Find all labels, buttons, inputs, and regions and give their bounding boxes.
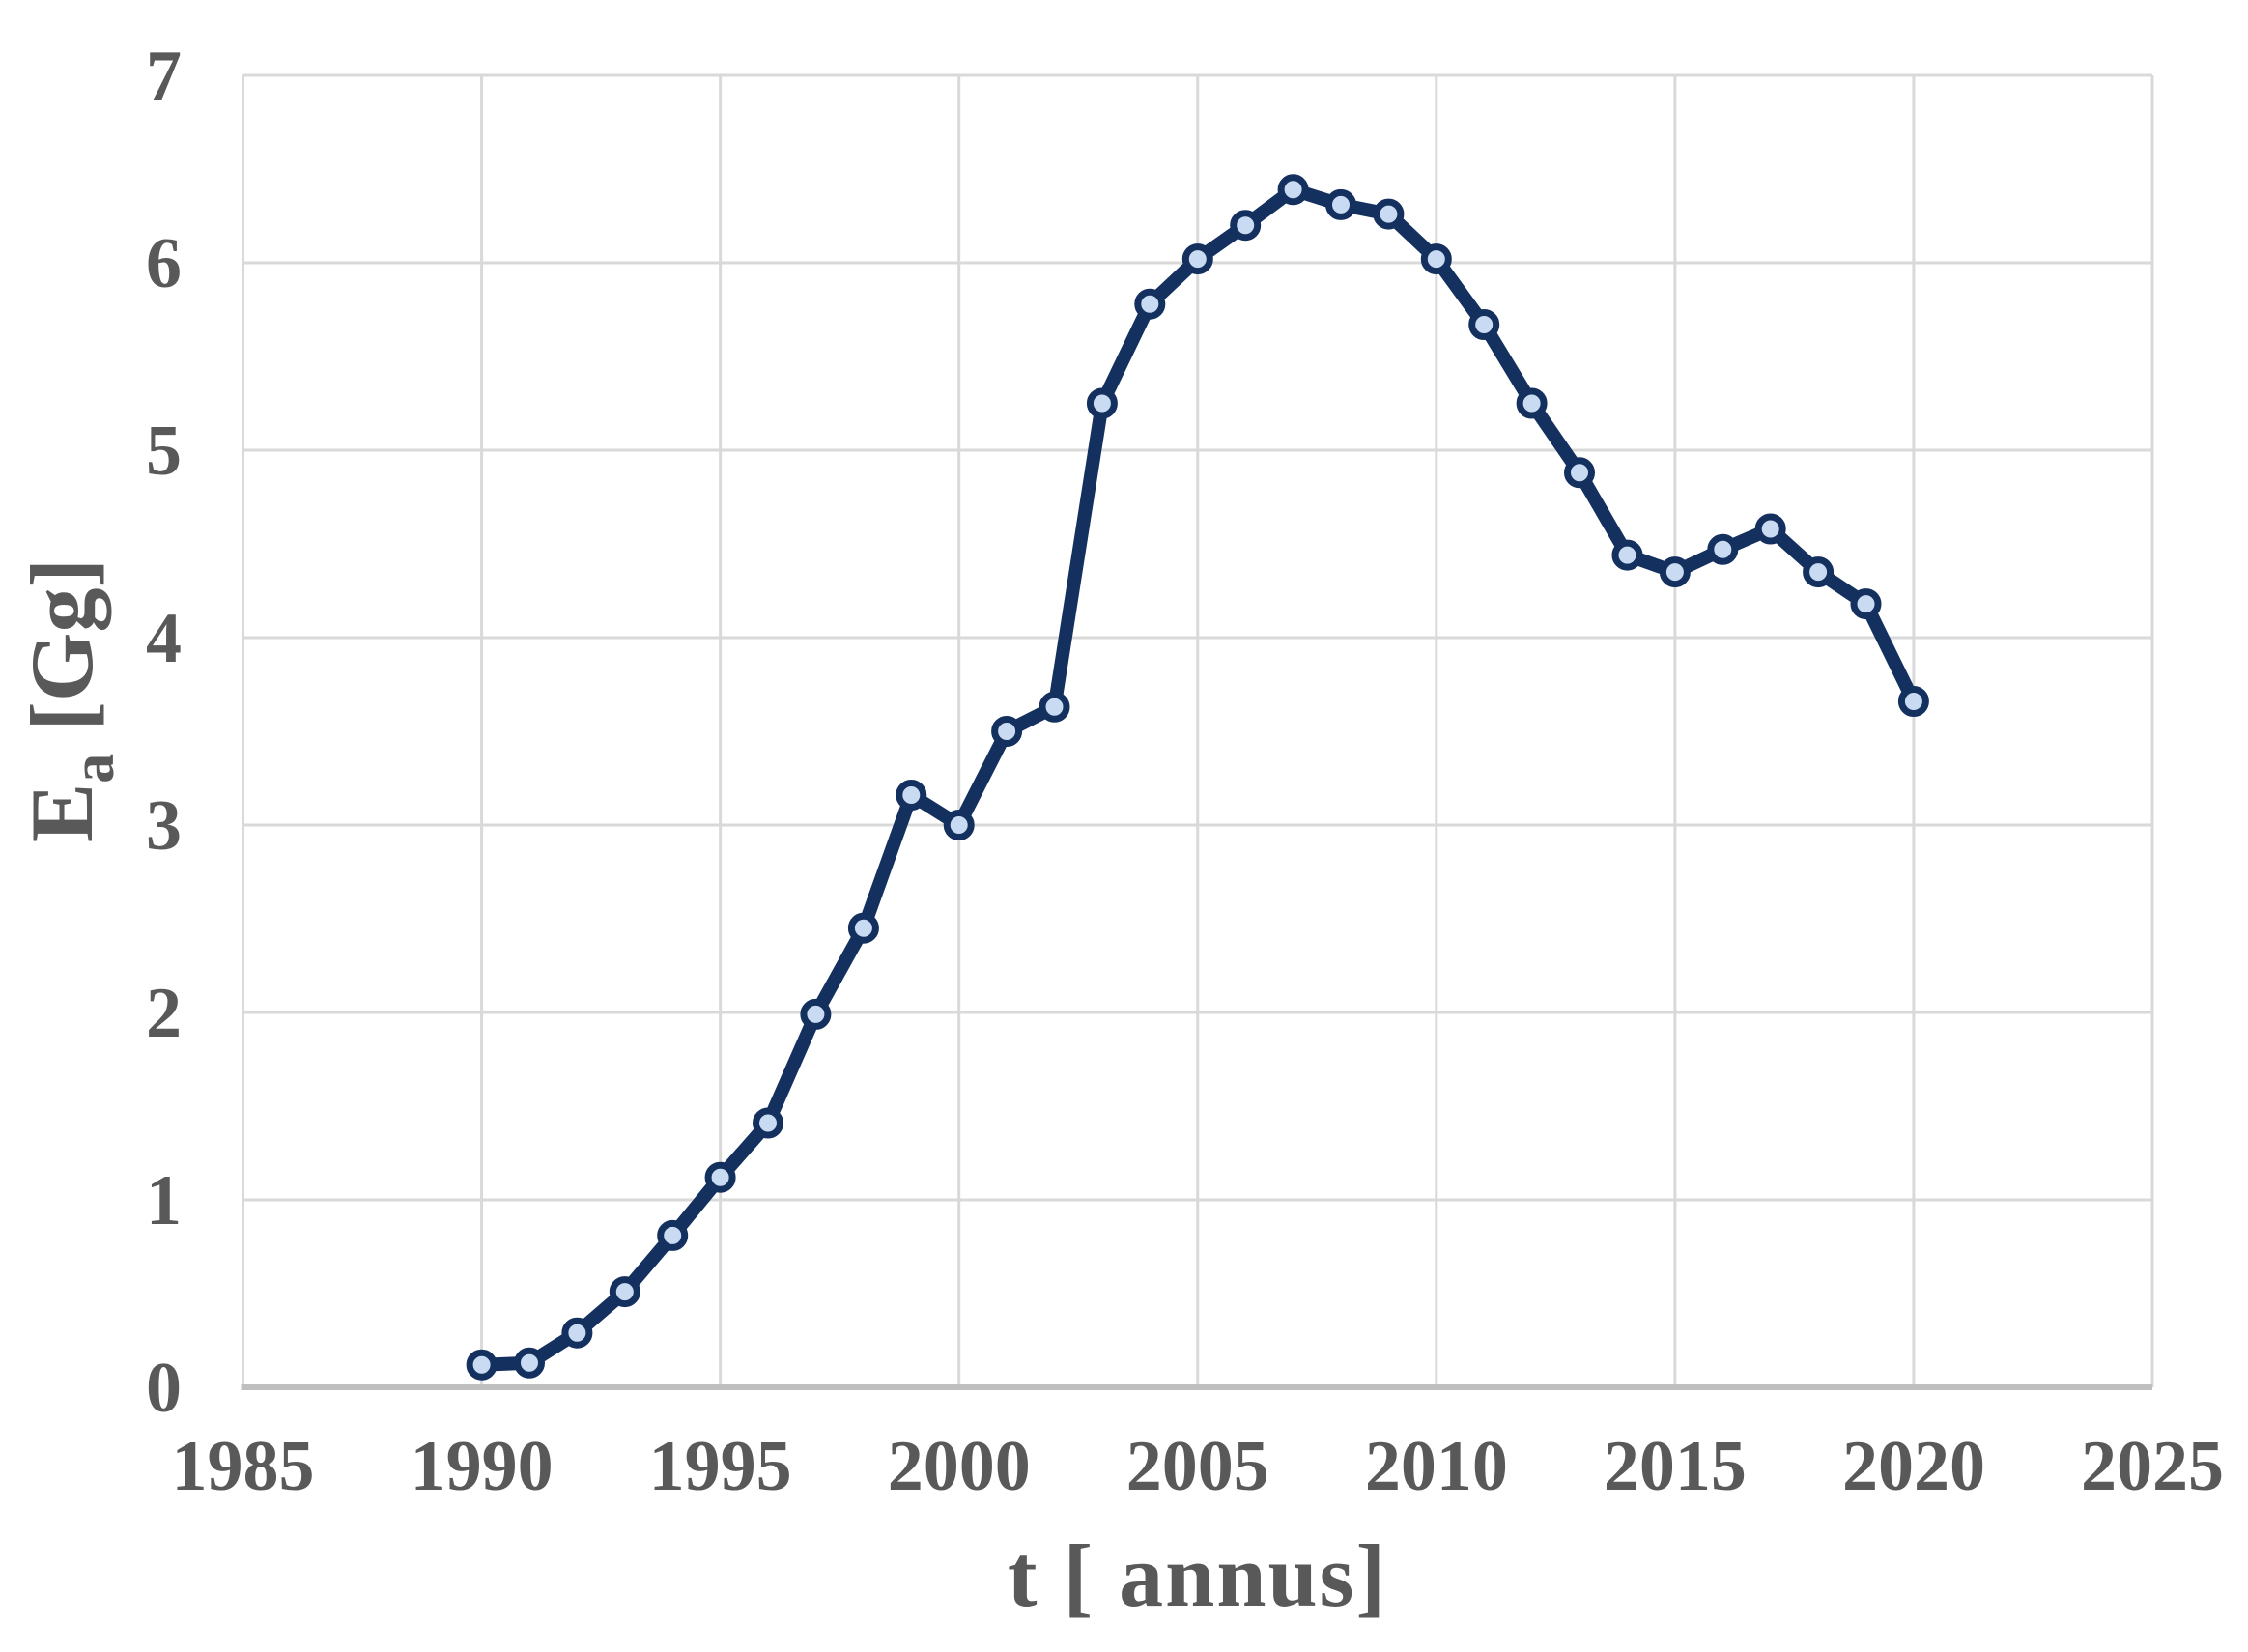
x-tick-labels: 1985 1990 1995 2000 2005 2010 2015 2020 2025 xyxy=(172,1427,2225,1506)
data-point-marker xyxy=(466,1349,498,1381)
data-point-marker xyxy=(943,810,975,840)
x-tick-label: 2020 xyxy=(1842,1427,1985,1506)
data-point-marker xyxy=(1086,387,1118,419)
data-point-marker xyxy=(1181,243,1213,275)
y-tick-label: 3 xyxy=(146,786,182,866)
data-point-marker xyxy=(561,1317,593,1349)
data-point-marker xyxy=(1850,588,1882,620)
data-point-marker xyxy=(609,1276,640,1308)
y-axis-title: Ea [Gg] xyxy=(11,558,128,842)
y-axis-subscript: a xyxy=(61,753,127,783)
data-point-marker xyxy=(1707,533,1739,565)
data-point-marker xyxy=(800,998,832,1030)
data-point-marker xyxy=(514,1347,545,1379)
data-point-marker xyxy=(1230,210,1262,242)
data-point-marker xyxy=(1134,288,1166,320)
x-tick-label: 1990 xyxy=(411,1427,554,1506)
data-point-marker xyxy=(1659,556,1691,588)
data-point-marker xyxy=(1420,243,1452,275)
y-tick-label: 6 xyxy=(146,224,182,303)
data-point-marker xyxy=(657,1219,689,1251)
y-axis-unit: [Gg] xyxy=(13,557,111,754)
data-point-marker xyxy=(1468,309,1500,340)
data-point-marker xyxy=(991,716,1023,747)
data-point-marker xyxy=(1277,174,1309,206)
data-point-marker xyxy=(1325,188,1356,220)
data-point-marker xyxy=(753,1107,783,1139)
y-tick-label: 5 xyxy=(146,412,182,491)
y-axis-symbol: E xyxy=(13,783,111,843)
x-tick-label: 1995 xyxy=(649,1427,792,1506)
data-point-markers xyxy=(466,174,1929,1381)
x-tick-label: 2010 xyxy=(1365,1427,1508,1506)
x-tick-label: 2015 xyxy=(1604,1427,1747,1506)
y-tick-label: 0 xyxy=(146,1349,182,1428)
x-tick-label: 1985 xyxy=(172,1427,315,1506)
data-point-marker xyxy=(1803,556,1835,588)
data-point-marker xyxy=(847,912,879,944)
x-tick-label: 2000 xyxy=(888,1427,1031,1506)
x-tick-label: 2005 xyxy=(1126,1427,1269,1506)
data-point-marker xyxy=(1754,513,1786,545)
y-tick-label: 7 xyxy=(146,37,182,116)
data-point-marker xyxy=(704,1161,736,1193)
data-point-marker xyxy=(1373,198,1405,230)
y-tick-label: 4 xyxy=(146,599,182,678)
data-point-marker xyxy=(896,780,927,811)
data-point-marker xyxy=(1897,686,1929,717)
data-point-marker xyxy=(1516,387,1548,419)
gridlines xyxy=(242,73,2154,1387)
y-tick-label: 1 xyxy=(146,1161,182,1240)
data-point-marker xyxy=(1039,691,1070,723)
data-point-marker xyxy=(1564,457,1595,489)
y-tick-labels: 0 1 2 3 4 5 6 7 xyxy=(146,37,182,1428)
y-tick-label: 2 xyxy=(146,974,182,1053)
x-axis-title: t [ annus] xyxy=(1007,1526,1388,1625)
data-point-marker xyxy=(1611,539,1643,571)
x-tick-label: 2025 xyxy=(2081,1427,2224,1506)
